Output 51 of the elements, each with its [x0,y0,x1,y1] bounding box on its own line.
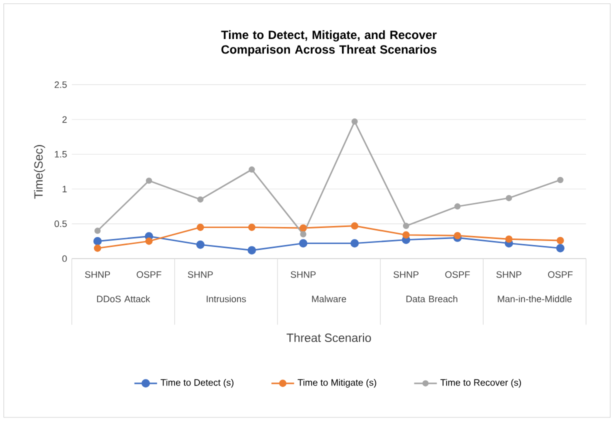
x-axis-title: Threat Scenario [286,333,371,342]
point [402,231,410,239]
x-tick-label: SHNP [496,271,522,278]
point [300,231,306,238]
x-tick-label: OSPF [445,271,470,278]
y-tick-label: 1.5 [54,150,67,158]
point [94,228,101,234]
text: Malware [312,295,346,302]
point [299,239,308,248]
point [505,235,513,243]
point [196,240,205,249]
point [352,118,358,125]
y-tick-label: 2 [62,116,67,123]
point [454,232,462,240]
y-axis-title: Time(Sec) [34,144,46,199]
chart-title: Time to Detect, Mitigate, and Recover Comparison Across Threat Scenarios [221,30,437,56]
point [350,222,358,230]
point [248,166,255,173]
point [196,224,204,231]
x-tick-label: SHNP [188,271,213,278]
point [454,203,461,210]
point [506,194,512,202]
text: Man-in-the-Middle [498,295,572,302]
point [248,224,256,231]
point [248,246,256,254]
point [557,176,564,184]
point [556,236,564,244]
point [350,239,359,248]
text: Data Breach [406,295,458,302]
point [402,222,410,229]
x-tick-label: OSPF [136,271,162,278]
point [146,177,152,184]
point [93,236,102,246]
point [300,224,307,232]
x-tick-label: SHNP [394,271,418,278]
point [197,196,204,203]
y-tick-label: 0 [62,255,67,262]
legend-label: Time to Mitigate (s) [298,378,376,388]
legend-label: Time to Recover (s) [440,378,521,388]
point [145,237,153,245]
point [94,244,102,252]
x-tick-label: SHNP [290,271,316,278]
x-tick-label: SHNP [85,271,110,278]
y-tick-label: 2.5 [54,81,67,88]
text: DDoS Attack [97,295,150,302]
x-tick-label: OSPF [548,271,573,278]
legend-label: Time to Detect (s) [160,378,234,388]
text: Intrusions [206,295,246,302]
y-tick-label: 0.5 [54,220,67,228]
y-tick-label: 1 [62,186,67,192]
point [556,244,565,252]
